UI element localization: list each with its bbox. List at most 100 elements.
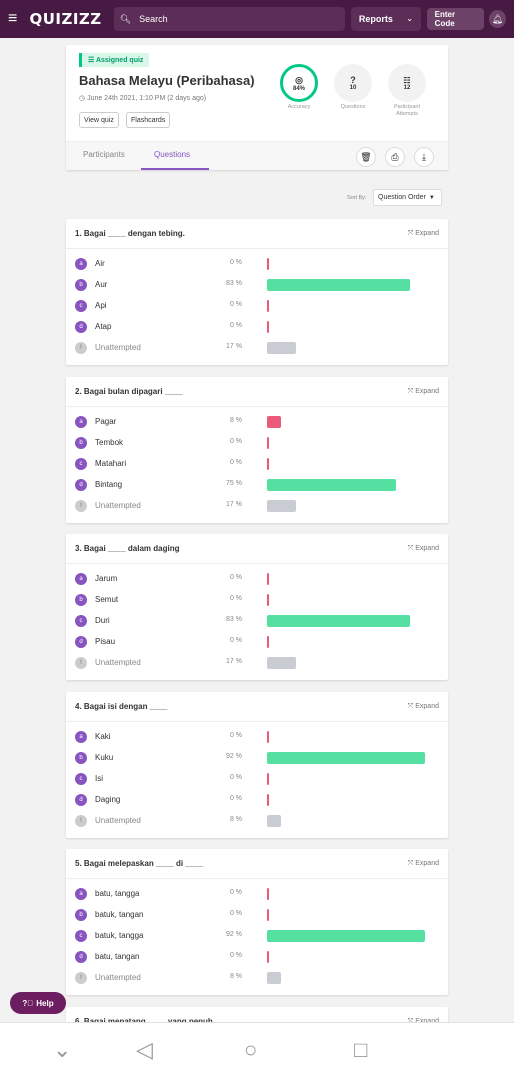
option-percent: 0 % [229, 438, 242, 445]
expand-button[interactable]: ⤧ Expand [407, 859, 439, 867]
option-row: b Semut 0 % [66, 590, 448, 611]
option-text: Atap [95, 322, 112, 331]
view-quiz-button[interactable]: View quiz [79, 112, 119, 128]
option-text: Kaki [95, 732, 111, 741]
search-placeholder: Search [139, 14, 168, 24]
option-row: b Kuku 92 % [66, 748, 448, 769]
option-row: ! Unattempted 17 % [66, 653, 448, 674]
tab-questions[interactable]: Questions [154, 150, 191, 159]
response-bar [267, 951, 269, 963]
option-letter-badge: a [75, 416, 87, 428]
option-percent: 17 % [226, 501, 242, 508]
option-text: Api [95, 301, 107, 310]
quiz-title: Bahasa Melayu (Peribahasa) [79, 73, 255, 88]
option-row: b Tembok 0 % [66, 433, 448, 454]
sort-select[interactable]: Question Order ▼ [373, 189, 442, 206]
help-icon: ?⃝ [22, 998, 34, 1008]
active-tab-indicator [141, 168, 209, 170]
option-row: d Bintang 75 % [66, 475, 448, 496]
reports-dropdown[interactable]: Reports ⌄ [350, 7, 421, 31]
expand-button[interactable]: ⤧ Expand [407, 544, 439, 552]
back-icon[interactable]: ◁ [136, 1037, 153, 1062]
question-title: 1. Bagai ____ dengan tebing. [75, 229, 185, 238]
expand-button[interactable]: ⤧ Expand [407, 387, 439, 395]
quizizz-logo[interactable]: QUIZIZZ [29, 10, 102, 28]
option-row: ! Unattempted 17 % [66, 338, 448, 359]
option-letter-badge: d [75, 636, 87, 648]
option-row: a batu, tangga 0 % [66, 884, 448, 905]
option-percent: 0 % [229, 732, 242, 739]
option-percent: 0 % [229, 301, 242, 308]
notification-bell-icon[interactable]: 🔔︎ [488, 10, 506, 28]
option-text: Bintang [95, 480, 123, 489]
print-icon[interactable]: ⎙ [385, 147, 405, 167]
response-bar [267, 972, 281, 984]
option-text: Kuku [95, 753, 114, 762]
option-row: a Kaki 0 % [66, 727, 448, 748]
question-header: 2. Bagai bulan dipagari ____ ⤧ Expand [66, 377, 448, 407]
response-bar [267, 300, 269, 312]
option-text: Semut [95, 595, 119, 604]
delete-icon[interactable]: 🗑︎ [356, 147, 376, 167]
option-row: c Api 0 % [66, 296, 448, 317]
list-icon: ☰ [88, 57, 95, 64]
option-row: a Pagar 8 % [66, 412, 448, 433]
caret-down-icon: ▼ [428, 194, 435, 201]
question-title: 5. Bagai melepaskan ____ di ____ [75, 859, 204, 868]
chevron-down-icon: ⌄ [406, 16, 413, 23]
response-bar [267, 321, 269, 333]
question-title: 6. Bagai menatang ____ yang penuh [75, 1017, 213, 1026]
flashcards-button[interactable]: Flashcards [126, 112, 171, 128]
option-row: c Isi 0 % [66, 769, 448, 790]
option-row: ! Unattempted 8 % [66, 968, 448, 989]
download-icon[interactable]: ⤓ [414, 147, 434, 167]
option-text: Pisau [95, 637, 116, 646]
menu-icon[interactable]: ≡ [8, 10, 18, 27]
option-percent: 0 % [229, 595, 242, 602]
quiz-date: ◷ June 24th 2021, 1:10 PM (2 days ago) [79, 95, 207, 102]
recents-icon[interactable]: □ [354, 1037, 368, 1062]
option-text: batuk, tangga [95, 931, 144, 940]
option-percent: 0 % [229, 889, 242, 896]
option-percent: 17 % [226, 343, 242, 350]
response-bar [267, 930, 425, 942]
expand-button[interactable]: ⤧ Expand [407, 1017, 439, 1025]
option-letter-badge: c [75, 300, 87, 312]
option-row: a Air 0 % [66, 254, 448, 275]
response-bar [267, 909, 269, 921]
option-letter-badge: b [75, 594, 87, 606]
question-card: 1. Bagai ____ dengan tebing. ⤧ Expand a Air… [66, 219, 448, 365]
enter-code-button[interactable]: Enter Code [426, 8, 484, 30]
question-card: 4. Bagai isi dengan ____ ⤧ Expand a Kaki 0 %… [66, 692, 448, 838]
people-icon: ☷ [403, 75, 411, 85]
tab-participants[interactable]: Participants [83, 150, 125, 159]
home-icon[interactable]: ○ [244, 1037, 258, 1062]
option-text: Unattempted [95, 343, 141, 352]
expand-button[interactable]: ⤧ Expand [407, 229, 439, 237]
expand-button[interactable]: ⤧ Expand [407, 702, 439, 710]
response-bar [267, 342, 296, 354]
assigned-quiz-badge: ☰ Assigned quiz [79, 53, 150, 67]
response-bar [267, 773, 269, 785]
accuracy-ring: ◎ 84% [280, 64, 318, 102]
search-input[interactable]: 🔍︎ Search [113, 7, 345, 31]
option-letter-badge: b [75, 437, 87, 449]
expand-icon: ⤧ [407, 702, 416, 710]
option-text: Daging [95, 795, 121, 804]
response-bar [267, 479, 396, 491]
option-row: d Pisau 0 % [66, 632, 448, 653]
option-row: c batuk, tangga 92 % [66, 926, 448, 947]
help-button[interactable]: ?⃝ Help [10, 992, 66, 1014]
option-text: Tembok [95, 438, 124, 447]
option-text: batu, tangga [95, 889, 140, 898]
chevron-down-icon[interactable]: ⌄ [53, 1037, 72, 1062]
option-text: Unattempted [95, 816, 141, 825]
option-percent: 0 % [229, 795, 242, 802]
option-text: Duri [95, 616, 110, 625]
expand-icon: ⤧ [407, 387, 416, 395]
accuracy-label: Accuracy [287, 104, 311, 110]
option-letter-badge: c [75, 930, 87, 942]
option-letter-badge: b [75, 279, 87, 291]
questions-label: Questions [340, 104, 366, 110]
top-bar: ≡ QUIZIZZ 🔍︎ Search Reports ⌄ Enter Code… [0, 0, 514, 38]
